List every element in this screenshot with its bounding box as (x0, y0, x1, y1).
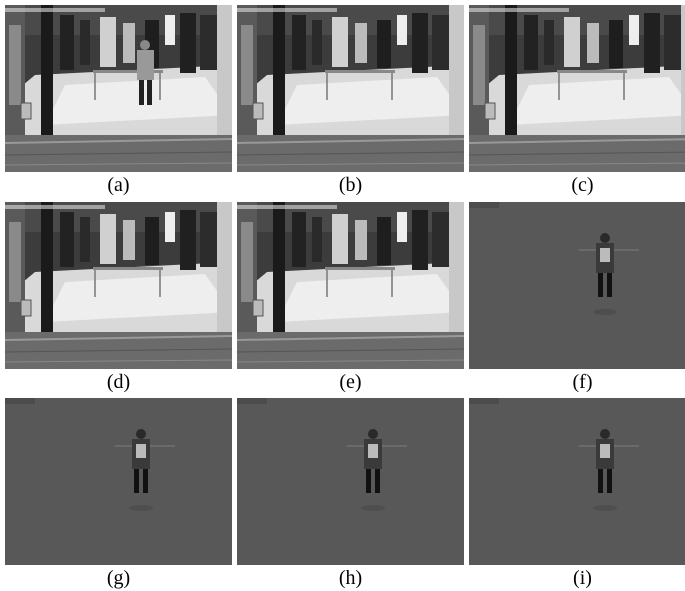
residual-image (5, 398, 232, 565)
frame-image (5, 202, 232, 369)
frame-image (237, 5, 464, 172)
residual-image (469, 398, 685, 565)
frame-image (5, 5, 232, 172)
caption: (b) (237, 174, 464, 197)
frame-image (237, 202, 464, 369)
caption: (a) (5, 174, 232, 197)
frame-image (469, 5, 685, 172)
caption: (c) (469, 174, 685, 197)
caption: (g) (5, 567, 232, 590)
caption: (f) (469, 371, 685, 394)
residual-image (237, 398, 464, 565)
caption: (e) (237, 371, 464, 394)
figure: (a) (b) (c) (d) (e) (f) (g) (h) (i) (0, 0, 685, 591)
residual-image (469, 202, 685, 369)
caption: (d) (5, 371, 232, 394)
caption: (i) (469, 567, 685, 590)
caption: (h) (237, 567, 464, 590)
